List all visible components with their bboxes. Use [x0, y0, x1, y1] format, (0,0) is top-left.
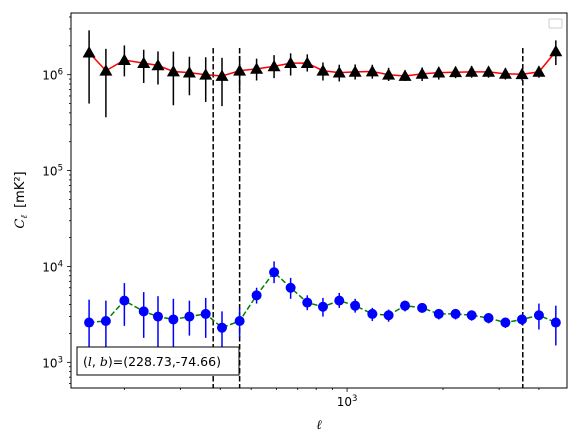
data-point	[316, 64, 330, 76]
data-point	[152, 311, 163, 322]
data-point	[498, 67, 512, 79]
data-point	[200, 308, 211, 319]
data-point	[168, 314, 179, 325]
data-point	[533, 310, 544, 321]
data-point	[166, 64, 180, 77]
data-point	[483, 313, 494, 324]
data-point	[433, 308, 444, 319]
annotation: (l, b)=(228.73,-74.66)	[76, 346, 240, 376]
data-point	[269, 267, 280, 278]
data-point	[182, 66, 196, 78]
y-tick-label: 103	[42, 355, 63, 370]
data-point	[250, 62, 264, 74]
annotation-text: (l, b)=(228.73,-74.66)	[83, 354, 221, 369]
data-point	[350, 300, 361, 311]
data-point	[100, 315, 111, 326]
data-point	[417, 302, 428, 313]
y-axis: 103 104 105 106	[42, 16, 71, 385]
data-point	[549, 44, 563, 57]
y-tick-label: 106	[42, 68, 63, 83]
data-point	[449, 65, 463, 78]
data-point	[383, 310, 394, 321]
data-point	[285, 282, 296, 293]
y-axis-label: Cℓ[mK²]	[13, 171, 30, 228]
data-point	[84, 317, 95, 328]
data-point	[334, 295, 345, 306]
data-point	[99, 64, 113, 76]
data-point	[532, 65, 546, 77]
y-tick-label: 104	[42, 259, 63, 274]
data-point	[234, 315, 245, 326]
data-point	[550, 317, 561, 328]
annotation-box	[76, 346, 240, 376]
data-point	[482, 65, 496, 77]
data-point	[117, 53, 131, 65]
data-point	[233, 64, 247, 76]
x-tick-label: 103	[337, 394, 358, 409]
data-point	[199, 68, 213, 80]
data-point	[267, 59, 281, 72]
data-point	[348, 65, 362, 77]
data-point	[466, 310, 477, 321]
data-point	[119, 295, 130, 306]
data-point	[332, 66, 346, 78]
data-point	[500, 317, 511, 328]
data-point	[450, 308, 461, 319]
data-point	[382, 68, 396, 80]
data-point	[398, 69, 412, 81]
data-point	[400, 300, 411, 311]
series-lower	[84, 261, 561, 359]
data-point	[251, 290, 262, 301]
data-point	[151, 58, 165, 71]
data-point	[137, 56, 151, 69]
data-point	[300, 56, 314, 69]
plot-frame	[70, 12, 568, 389]
data-point	[82, 46, 96, 58]
data-point	[215, 69, 229, 81]
data-point	[184, 311, 195, 322]
series-upper	[82, 30, 563, 118]
y-tick-label: 105	[42, 164, 63, 179]
data-point	[317, 301, 328, 312]
data-point	[138, 306, 149, 317]
data-point	[415, 67, 429, 79]
legend-box	[548, 18, 563, 29]
data-point	[465, 65, 479, 77]
data-point	[367, 308, 378, 319]
x-axis: 103	[123, 388, 540, 409]
x-axis-label: ℓ	[316, 418, 322, 433]
data-point	[515, 67, 529, 80]
data-point	[517, 314, 528, 325]
data-point	[302, 297, 313, 308]
data-point	[217, 322, 228, 333]
data-point	[284, 56, 298, 69]
data-point	[432, 66, 446, 78]
data-point	[365, 64, 379, 77]
